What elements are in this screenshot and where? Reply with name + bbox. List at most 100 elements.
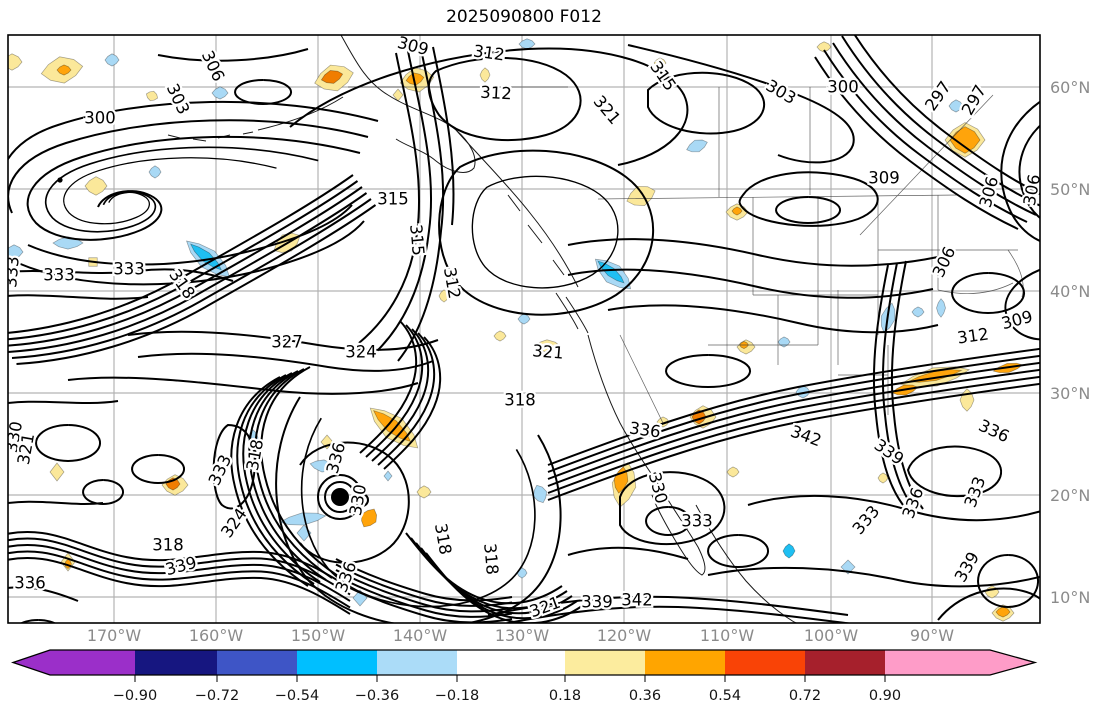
colorbar-segment bbox=[457, 650, 565, 675]
colorbar-tick-label: −0.36 bbox=[355, 688, 399, 704]
lat-tick-label: 60°N bbox=[1050, 78, 1090, 97]
longitude-axis-labels: 170°W 160°W 150°W 140°W 130°W 120°W 110°W 100°W… bbox=[87, 626, 954, 645]
contour-label: 306 bbox=[976, 174, 1003, 209]
shading-patch bbox=[795, 385, 811, 399]
contour-label: 318 bbox=[152, 536, 184, 555]
anomaly-colorbar: −0.90 −0.72 −0.54 −0.36 −0.18 0.18 0.36 0.54 0.7… bbox=[10, 649, 1038, 704]
contour-label: 339 bbox=[163, 553, 198, 580]
shading-patch bbox=[361, 508, 377, 528]
contour-bundle-upper-left-hook bbox=[8, 100, 379, 286]
contour-label: 306 bbox=[1020, 173, 1044, 207]
colorbar-tick-label: −0.18 bbox=[435, 688, 479, 704]
shading-patch bbox=[438, 289, 450, 303]
colorbar-segment bbox=[135, 650, 217, 675]
colorbar-tick-label: 0.18 bbox=[549, 688, 581, 704]
contour-label: 324 bbox=[217, 505, 251, 542]
contour-label: 300 bbox=[827, 78, 859, 97]
shading-patch bbox=[816, 41, 832, 53]
lon-tick-label: 150°W bbox=[291, 626, 346, 645]
shading-patch bbox=[56, 64, 72, 76]
colorbar-segment bbox=[565, 650, 645, 675]
contour-loop-gulf-alaska bbox=[438, 149, 655, 316]
colorbar-tick-label: 0.90 bbox=[869, 688, 901, 704]
contour-lines bbox=[8, 35, 1040, 623]
shading-patch bbox=[516, 567, 528, 579]
colorbar-segment bbox=[217, 650, 297, 675]
shading-patch bbox=[653, 57, 667, 69]
contour-label: 336 bbox=[14, 574, 46, 593]
shading-patch bbox=[84, 176, 108, 196]
contour-label: 336 bbox=[628, 418, 662, 441]
contour-label: 297 bbox=[921, 78, 955, 115]
shading-patch bbox=[959, 388, 975, 412]
shading-patch bbox=[777, 336, 791, 348]
shading-patch bbox=[416, 485, 432, 499]
shading-patch bbox=[211, 86, 229, 100]
contour-label: 315 bbox=[646, 58, 680, 95]
contour-label: 318 bbox=[480, 542, 502, 575]
contour-label: 312 bbox=[480, 83, 512, 104]
contour-label: 333 bbox=[681, 512, 713, 531]
contour-bundle-bottom-left bbox=[8, 500, 351, 623]
colorbar-outline bbox=[10, 649, 1038, 676]
lon-tick-label: 160°W bbox=[189, 626, 244, 645]
contour-label: 306 bbox=[198, 48, 229, 85]
colorbar-tick-label: −0.90 bbox=[113, 688, 157, 704]
colorbar-segment bbox=[885, 650, 990, 675]
lat-tick-label: 50°N bbox=[1050, 180, 1090, 199]
shading-patch bbox=[726, 466, 740, 478]
colorbar-tick-label: −0.72 bbox=[195, 688, 239, 704]
contour-label: 333 bbox=[113, 260, 145, 279]
colorbar-segment bbox=[725, 650, 805, 675]
contour-bundle-diagonal-nw bbox=[8, 174, 377, 365]
contour-label: 309 bbox=[395, 33, 430, 60]
contour-label: 339 bbox=[581, 593, 613, 612]
contour-label: 315 bbox=[406, 223, 428, 256]
shading-patch bbox=[948, 99, 964, 113]
contour-label: 318 bbox=[431, 522, 455, 556]
contour-label: 333 bbox=[961, 474, 990, 510]
contour-label: 303 bbox=[763, 76, 800, 108]
colorbar-segment bbox=[377, 650, 457, 675]
contour-label: 321 bbox=[590, 92, 625, 128]
lat-tick-label: 20°N bbox=[1050, 486, 1090, 505]
contour-bundle-top-right bbox=[627, 35, 1040, 242]
contour-label: 303 bbox=[163, 81, 194, 118]
shading-patch bbox=[731, 206, 743, 216]
shading-patch bbox=[8, 53, 23, 71]
shading-patch bbox=[936, 298, 946, 318]
contour-label: 324 bbox=[345, 343, 377, 362]
contour-label: 306 bbox=[929, 244, 960, 281]
colorbar-segment bbox=[297, 650, 377, 675]
contour-bundle-right-jet bbox=[547, 347, 1040, 501]
map-border bbox=[7, 34, 1041, 624]
shading-patch bbox=[383, 470, 393, 482]
lon-tick-label: 170°W bbox=[87, 626, 142, 645]
lon-tick-label: 110°W bbox=[700, 626, 755, 645]
contour-label: 321 bbox=[14, 432, 38, 466]
contour-label: 333 bbox=[43, 266, 75, 285]
lon-tick-label: 140°W bbox=[393, 626, 448, 645]
shading-patch bbox=[148, 165, 162, 179]
shading-patch bbox=[911, 306, 925, 318]
colorbar-left-arrow bbox=[13, 650, 50, 675]
colorbar-tick-label: −0.54 bbox=[275, 688, 319, 704]
shading-patch bbox=[320, 70, 344, 84]
contour-label: 327 bbox=[271, 333, 303, 352]
colorbar-tick-label: 0.72 bbox=[789, 688, 821, 704]
colorbar-tick-label: 0.36 bbox=[629, 688, 661, 704]
contour-label: 300 bbox=[84, 109, 116, 128]
contour-label: 315 bbox=[377, 190, 409, 209]
contour-label: 342 bbox=[621, 591, 653, 610]
shading-patch bbox=[597, 260, 625, 284]
contour-label: 333 bbox=[1, 255, 23, 288]
contour-label: 336 bbox=[976, 416, 1013, 447]
shading-patch bbox=[686, 139, 708, 153]
colorbar-tick-label: 0.54 bbox=[709, 688, 741, 704]
lat-tick-label: 30°N bbox=[1050, 384, 1090, 403]
contour-label: 309 bbox=[868, 169, 900, 188]
contour-label: 312 bbox=[472, 41, 506, 64]
shading-patch bbox=[493, 330, 507, 342]
